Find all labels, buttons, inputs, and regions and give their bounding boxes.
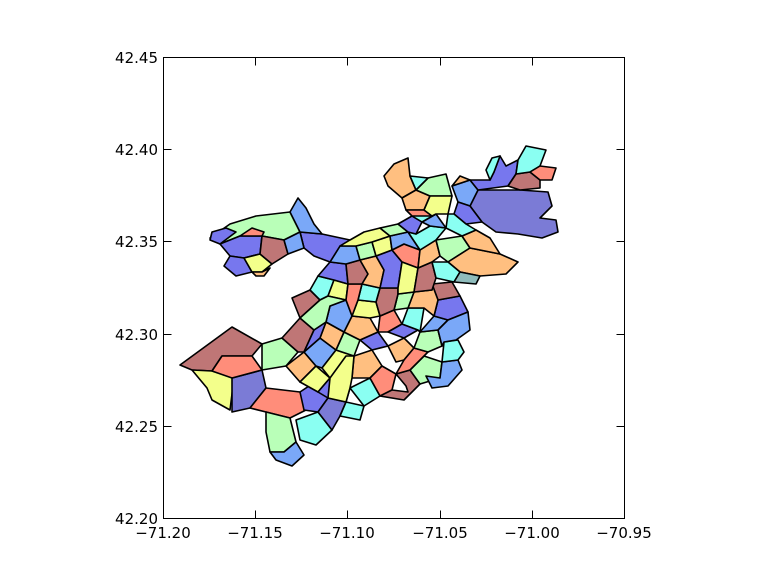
neighborhood-region (269, 441, 305, 467)
y-tick-label: 42.30 (115, 326, 158, 344)
neighborhood-region (397, 215, 423, 235)
neighborhood-region (239, 227, 265, 237)
x-tick-label: −71.05 (412, 524, 468, 542)
neighborhood-region (401, 307, 425, 333)
neighborhood-region (209, 227, 237, 245)
neighborhood-region (529, 165, 557, 181)
neighborhood-region (485, 155, 501, 181)
neighborhood-region (413, 329, 443, 353)
neighborhood-region (327, 355, 355, 403)
neighborhood-region (423, 195, 453, 217)
neighborhood-region (339, 227, 391, 247)
neighborhood-region (397, 261, 419, 295)
neighborhood-region (251, 267, 271, 277)
neighborhood-region (451, 175, 471, 187)
axes-frame (163, 57, 625, 519)
y-tick-label: 42.40 (115, 141, 158, 159)
y-tick-label: 42.20 (115, 510, 158, 528)
y-tick-label: 42.45 (115, 49, 158, 67)
neighborhood-region (425, 359, 463, 389)
neighborhood-region (409, 175, 429, 191)
neighborhood-region (211, 355, 263, 379)
x-tick-label: −71.00 (504, 524, 560, 542)
neighborhood-region (369, 365, 397, 397)
tick-marks (163, 57, 625, 519)
x-tick-label: −70.95 (596, 524, 652, 542)
y-tick-label: 42.25 (115, 418, 158, 436)
map-regions (179, 145, 559, 467)
x-tick-label: −71.10 (319, 524, 375, 542)
neighborhood-region (437, 311, 471, 347)
neighborhood-region (295, 411, 333, 446)
neighborhood-region (441, 339, 465, 363)
neighborhood-region (299, 231, 351, 263)
x-tick-label: −71.15 (227, 524, 283, 542)
neighborhood-region (283, 231, 305, 255)
neighborhood-region (453, 271, 481, 285)
x-tick-label: −71.20 (135, 524, 191, 542)
neighborhood-region (469, 189, 559, 239)
neighborhood-region (453, 201, 483, 225)
neighborhood-region (299, 295, 347, 331)
y-tick-label: 42.35 (115, 233, 158, 251)
neighborhood-region (339, 401, 365, 421)
neighborhood-region (345, 283, 363, 317)
neighborhood-region (445, 213, 477, 237)
neighborhood-region (261, 337, 299, 371)
